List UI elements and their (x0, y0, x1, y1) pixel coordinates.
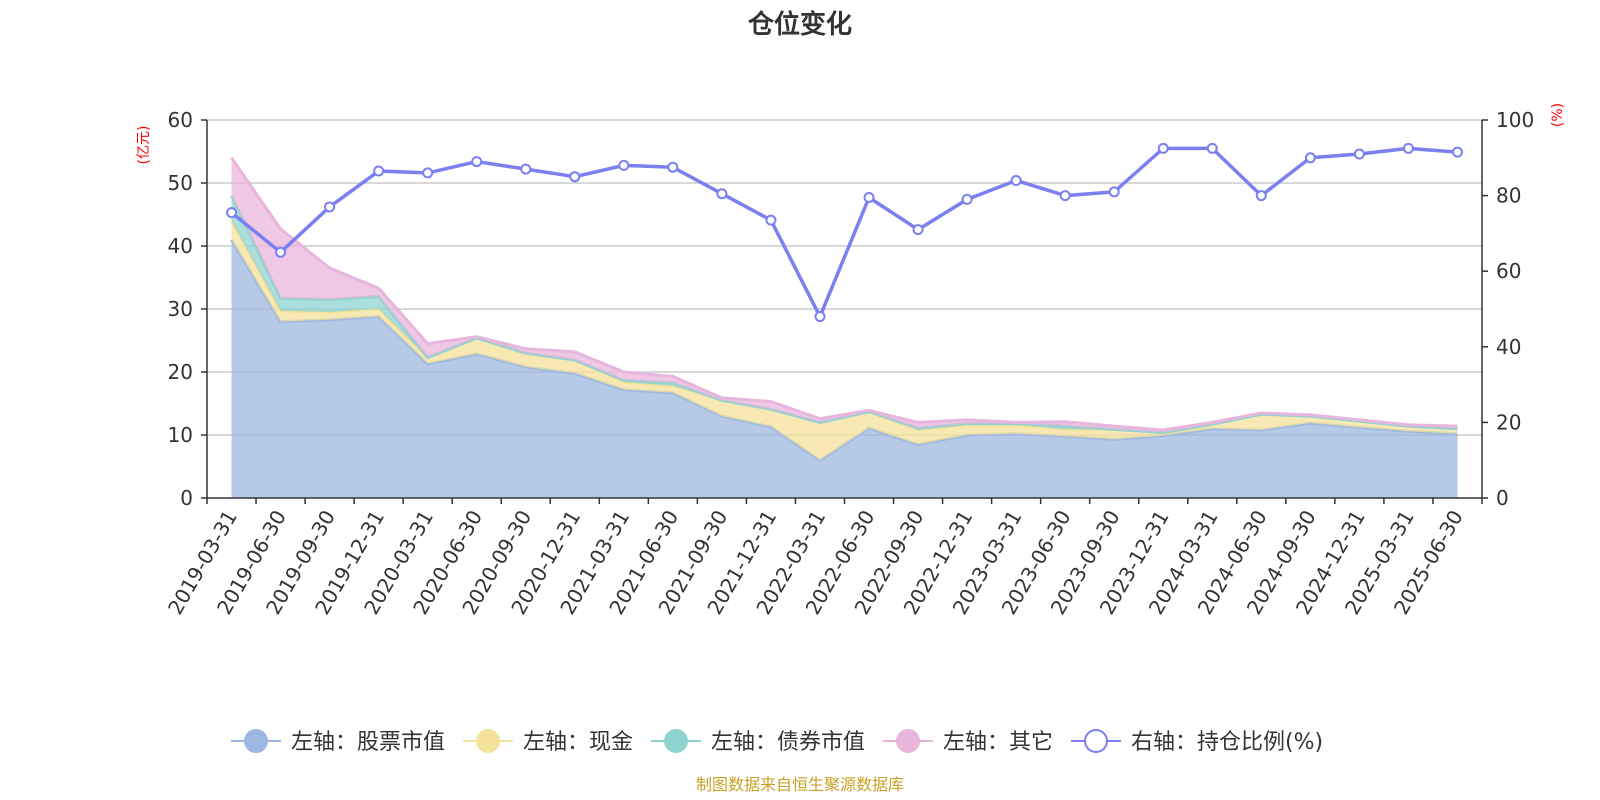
left-y-tick-label: 60 (168, 108, 193, 132)
legend-marker-1 (476, 729, 500, 753)
holding-ratio-point (1010, 174, 1022, 186)
legend-marker-2 (664, 729, 688, 753)
legend-label-3: 左轴：其它 (943, 730, 1053, 755)
legend-marker-3 (896, 729, 920, 753)
legend-label-0: 左轴：股票市值 (291, 730, 445, 755)
holding-ratio-point (275, 246, 287, 258)
holding-ratio-point (1353, 148, 1365, 160)
holding-ratio-line-layer (226, 142, 1463, 323)
holding-ratio-point (471, 156, 483, 168)
holding-ratio-point (765, 214, 777, 226)
left-y-tick-label: 20 (168, 360, 193, 384)
holding-ratio-point (1402, 142, 1414, 154)
holding-ratio-point (667, 161, 679, 173)
left-y-tick-label: 30 (168, 297, 193, 321)
legend-label-1: 左轴：现金 (523, 730, 633, 755)
holding-ratio-point (324, 201, 336, 213)
area-series-1 (231, 220, 1458, 461)
holding-ratio-point (520, 163, 532, 175)
area-edge-3 (230, 156, 1458, 432)
holding-ratio-point (716, 188, 728, 200)
holding-ratio-point (226, 207, 238, 219)
chart-title: 仓位变化 (747, 9, 852, 40)
holding-ratio-point (961, 193, 973, 205)
legend-marker-4 (1084, 729, 1108, 753)
holding-ratio-point (1108, 186, 1120, 198)
left-axis-unit: (亿元) (136, 126, 152, 165)
holding-ratio-point (373, 165, 385, 177)
holding-ratio-point (814, 311, 826, 323)
legend-label-2: 左轴：债券市值 (711, 730, 865, 755)
holding-ratio-point (1255, 190, 1267, 202)
legend: 左轴：股票市值 左轴：现金 左轴：债券市值 左轴：其它 右轴：持仓比例(%) (231, 729, 1323, 755)
data-source-note: 制图数据来自恒生聚源数据库 (696, 775, 904, 794)
legend-label-4: 右轴：持仓比例(%) (1131, 730, 1323, 755)
right-axis-unit: (%) (1550, 103, 1566, 127)
left-y-tick-label: 0 (180, 486, 193, 510)
holding-ratio-point (1059, 190, 1071, 202)
holding-ratio-point (912, 224, 924, 236)
stacked-areas (230, 156, 1458, 498)
right-y-tick-label: 20 (1496, 410, 1521, 434)
area-series-0 (231, 239, 1458, 498)
holding-ratio-point (1304, 152, 1316, 164)
holding-ratio-point (863, 191, 875, 203)
right-y-tick-label: 40 (1496, 335, 1521, 359)
right-y-tick-label: 60 (1496, 259, 1521, 283)
right-y-tick-label: 100 (1496, 108, 1534, 132)
left-y-tick-label: 10 (168, 423, 193, 447)
holding-ratio-point (1157, 142, 1169, 154)
holding-ratio-point (1451, 146, 1463, 158)
holding-ratio-point (569, 171, 581, 183)
left-y-tick-label: 50 (168, 171, 193, 195)
legend-marker-0 (244, 729, 268, 753)
right-y-tick-label: 0 (1496, 486, 1509, 510)
holding-ratio-line (230, 146, 1458, 319)
holding-ratio-point (1206, 142, 1218, 154)
right-y-tick-label: 80 (1496, 184, 1521, 208)
holding-ratio-point (422, 167, 434, 179)
left-y-tick-label: 40 (168, 234, 193, 258)
holding-ratio-point (618, 159, 630, 171)
